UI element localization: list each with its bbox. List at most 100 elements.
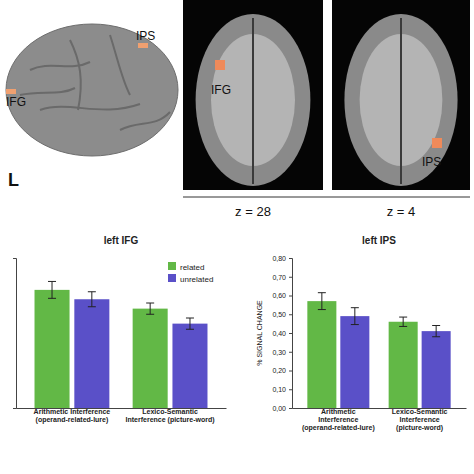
bar (340, 316, 369, 408)
x-tick-label: Lexico-SemanticInterference(picture-word… (392, 408, 448, 432)
bar (307, 301, 336, 408)
slice-background (332, 0, 470, 190)
y-tick: 0,60 (272, 292, 292, 299)
region-label: IPS (422, 155, 441, 169)
y-tick-label: 0,10 (272, 386, 286, 393)
error-stem (189, 318, 190, 329)
midline (252, 18, 254, 184)
error-cap (186, 329, 194, 330)
error-cap (351, 307, 359, 308)
chart-title: left IFG (104, 235, 139, 246)
error-bar (318, 293, 326, 310)
error-cap (318, 292, 326, 293)
sulcus (110, 35, 130, 95)
error-bar (88, 292, 96, 307)
error-cap (351, 324, 359, 325)
y-tick-label: 0,80 (272, 255, 286, 262)
error-cap (146, 303, 154, 304)
axial-slice: IFGz = 28 (183, 0, 323, 219)
bar (35, 290, 70, 408)
cortex-surface (6, 24, 178, 156)
slice-background (183, 0, 323, 190)
activation-patch (215, 60, 225, 70)
separator (183, 197, 470, 198)
error-stem (321, 293, 322, 310)
legend: related unrelated (168, 262, 213, 284)
x-tick-label: Lexico-SemanticInterference (picture-wor… (126, 408, 215, 424)
x-axis: ArithmeticInterference(operand-related-l… (293, 408, 467, 432)
error-bar (48, 281, 56, 298)
bar (133, 309, 168, 408)
sulcus (30, 62, 90, 70)
error-bar (146, 303, 154, 314)
error-cap (48, 281, 56, 282)
slice-label: z = 4 (387, 204, 416, 219)
error-stem (403, 317, 404, 326)
error-stem (436, 326, 437, 337)
y-tick-label: 0,50 (272, 311, 286, 318)
bar (172, 324, 207, 408)
error-cap (318, 309, 326, 310)
error-cap (432, 336, 440, 337)
region-label: IFG (6, 95, 26, 109)
y-tick-label: 0,60 (272, 292, 286, 299)
bar (74, 299, 109, 408)
x-tick-label: Arithmetic Interference(operand-related-… (34, 408, 111, 424)
axis-line (13, 259, 17, 409)
slice-brain (196, 14, 311, 186)
bar (422, 331, 451, 408)
region-label: IPS (136, 29, 155, 43)
axial-slice: IPS z = 4 (332, 0, 470, 219)
chart-title: left IPS (362, 235, 396, 246)
error-cap (88, 291, 96, 292)
error-cap (186, 318, 194, 319)
error-cap (88, 306, 96, 307)
error-stem (52, 281, 53, 298)
bar-chart: left IFG Arithmetic Interference(operand-… (13, 235, 227, 424)
error-cap (432, 325, 440, 326)
y-tick: 0,10 (272, 386, 292, 393)
midline (400, 18, 402, 184)
error-bar (399, 317, 407, 326)
activation-patch (432, 138, 442, 148)
x-tick: Arithmetic Interference(operand-related-… (34, 408, 111, 424)
activation-patch (6, 89, 16, 94)
y-tick: 0,70 (272, 273, 292, 280)
x-tick-label: ArithmeticInterference(operand-related-l… (302, 408, 375, 432)
error-bar (186, 318, 194, 329)
activation-patch (138, 43, 148, 48)
y-tick-mark (289, 352, 292, 353)
sulcus (40, 104, 140, 110)
x-axis: Arithmetic Interference(operand-related-… (17, 408, 227, 424)
error-bar (351, 308, 359, 325)
hemisphere-label: L (8, 170, 19, 190)
sulcus (20, 88, 75, 95)
y-tick-mark (289, 389, 292, 390)
region-label: IFG (211, 83, 231, 97)
y-tick-mark (289, 277, 292, 278)
y-tick-mark (289, 258, 292, 259)
y-tick-mark (289, 371, 292, 372)
x-tick: ArithmeticInterference(operand-related-l… (302, 408, 375, 432)
y-tick-label: 0,70 (272, 273, 286, 280)
y-tick-mark (289, 296, 292, 297)
legend-swatch (168, 274, 176, 282)
legend-label: related (180, 263, 204, 272)
y-tick: 0,20 (272, 367, 292, 374)
y-axis: 0,00 0,10 0,20 0,30 0,40 0,50 0,60 0,70 0,80 (272, 255, 292, 412)
plot-area (307, 293, 450, 408)
surface-view: IFG IPS L (6, 24, 178, 190)
y-tick-label: 0,30 (272, 348, 286, 355)
legend-swatch (168, 262, 176, 270)
y-tick-label: 0,00 (272, 405, 286, 412)
bar-chart: left IPS ArithmeticInterference(operand-r… (256, 235, 467, 432)
brain-panels: IFG IPS L IFGz = 28 IPS z = 4 (6, 0, 470, 219)
y-tick: 0,40 (272, 330, 292, 337)
sulcus (120, 112, 170, 130)
error-stem (91, 292, 92, 307)
figure: IFG IPS L IFGz = 28 IPS z = 4 left IFG Arithmet… (0, 0, 474, 474)
error-stem (354, 308, 355, 325)
legend-label: unrelated (180, 275, 213, 284)
error-cap (146, 314, 154, 315)
plot-area (35, 281, 208, 408)
